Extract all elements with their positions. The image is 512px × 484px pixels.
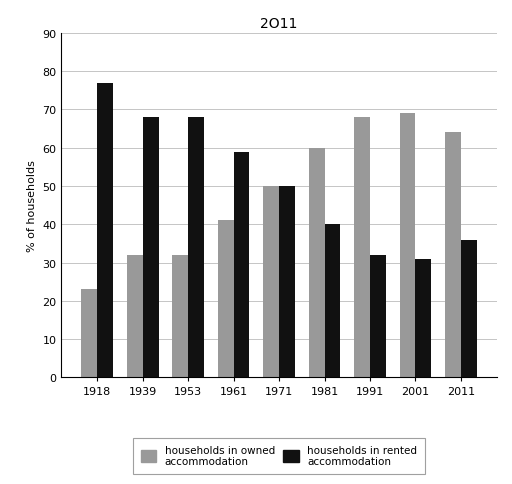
- Bar: [309, 149, 325, 378]
- Bar: [445, 133, 461, 378]
- Bar: [172, 256, 188, 378]
- Bar: [233, 152, 249, 378]
- Bar: [218, 221, 233, 378]
- Bar: [279, 187, 295, 378]
- Bar: [370, 256, 386, 378]
- Bar: [325, 225, 340, 378]
- Bar: [81, 290, 97, 378]
- Bar: [263, 187, 279, 378]
- Legend: households in owned
accommodation, households in rented
accommodation: households in owned accommodation, house…: [134, 438, 424, 474]
- Y-axis label: % of households: % of households: [27, 160, 37, 252]
- Bar: [97, 84, 113, 378]
- Bar: [188, 118, 204, 378]
- Title: 2O11: 2O11: [261, 17, 297, 31]
- Bar: [354, 118, 370, 378]
- Bar: [415, 259, 432, 378]
- Bar: [399, 114, 415, 378]
- Bar: [126, 256, 143, 378]
- Bar: [143, 118, 159, 378]
- Bar: [461, 240, 477, 378]
